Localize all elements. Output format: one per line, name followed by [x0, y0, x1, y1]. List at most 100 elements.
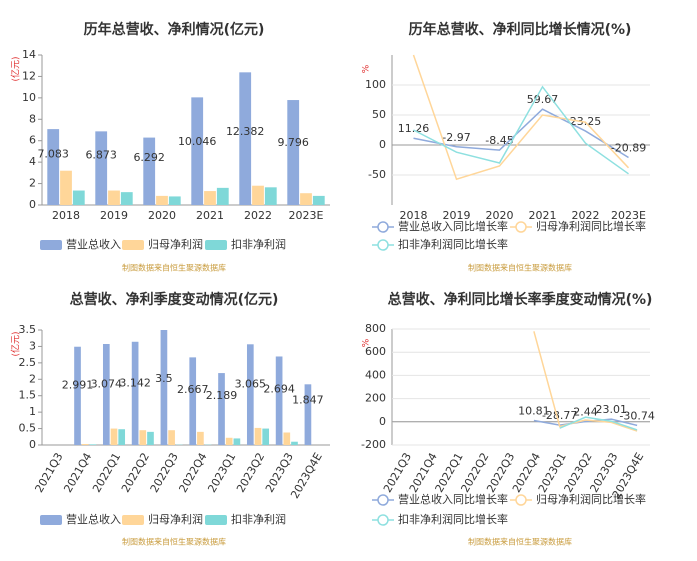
- bar: [189, 357, 197, 445]
- legend-label: 扣非净利润同比增长率: [398, 512, 508, 526]
- bar: [225, 437, 233, 445]
- bar: [197, 431, 204, 445]
- data-label: 3.5: [155, 372, 173, 385]
- data-label: 10.046: [178, 135, 217, 148]
- bar: [264, 187, 277, 205]
- x-tick-label: 2018: [400, 209, 428, 222]
- bar: [262, 428, 270, 445]
- y-tick-label: 800: [365, 322, 386, 335]
- bar: [291, 441, 298, 445]
- bar: [168, 196, 181, 205]
- bar: [246, 344, 254, 445]
- data-label: -20.89: [611, 142, 646, 155]
- y-tick-label: -50: [368, 168, 386, 181]
- bar: [300, 193, 312, 205]
- bar: [239, 72, 252, 205]
- legend-marker: [515, 221, 527, 233]
- legend-swatch: [122, 240, 144, 250]
- chart-title: 历年总营收、净利同比增长情况(%): [409, 21, 632, 38]
- y-tick-label: 50: [372, 108, 386, 121]
- legend-swatch: [205, 240, 227, 250]
- bar: [139, 430, 147, 445]
- data-label: 2.667: [177, 383, 209, 396]
- legend-label: 归母净利润同比增长率: [536, 492, 646, 506]
- data-label: 23.01: [596, 403, 628, 416]
- data-label: -2.97: [442, 131, 470, 144]
- bar: [156, 195, 168, 205]
- chart-title: 总营收、净利同比增长率季度变动情况(%): [388, 291, 653, 308]
- y-tick-label: 14: [22, 48, 36, 61]
- source-note: 制图数据来自恒生聚源数据库: [468, 537, 572, 547]
- bar: [120, 192, 133, 205]
- legend-swatch: [205, 515, 227, 525]
- x-tick-label: 2022: [572, 209, 600, 222]
- line: [412, 54, 630, 181]
- line: [413, 85, 629, 175]
- data-label: 7.083: [37, 148, 69, 161]
- bar: [60, 170, 72, 205]
- data-label: 3.074: [91, 378, 123, 391]
- bar: [233, 438, 241, 445]
- bar: [131, 341, 139, 445]
- data-label: 3.065: [235, 378, 267, 391]
- y-unit-label: (亿元): [10, 56, 22, 81]
- bar: [72, 190, 85, 205]
- legend-marker: [377, 239, 389, 251]
- x-tick-label: 2019: [443, 209, 471, 222]
- bar: [312, 195, 325, 205]
- bar: [89, 444, 97, 445]
- x-tick-label: 2022: [244, 209, 272, 222]
- bar: [216, 187, 229, 205]
- x-tick-label: 2023E: [289, 209, 324, 222]
- bar: [102, 343, 110, 445]
- y-tick-label: 1.5: [19, 389, 37, 402]
- bar: [191, 97, 204, 205]
- bar: [81, 444, 89, 445]
- x-tick-label: 2023E: [611, 209, 646, 222]
- data-label: 12.382: [226, 125, 265, 138]
- legend-label: 营业总收入: [66, 237, 121, 251]
- x-tick-label: 2020: [148, 209, 176, 222]
- bar: [283, 432, 291, 445]
- legend-label: 扣非净利润: [231, 237, 286, 251]
- y-unit-label: %: [362, 338, 372, 347]
- x-tick-label: 2021: [529, 209, 557, 222]
- x-tick-label: 2021: [196, 209, 224, 222]
- data-label: 11.26: [398, 122, 430, 135]
- data-label: 2.44: [573, 406, 598, 419]
- legend-marker: [515, 494, 527, 506]
- bar: [160, 330, 168, 445]
- legend-label: 营业总收入同比增长率: [398, 219, 508, 233]
- data-label: 9.796: [277, 136, 309, 149]
- legend-swatch: [40, 240, 62, 250]
- source-note: 制图数据来自恒生聚源数据库: [122, 263, 226, 273]
- data-label: 3.142: [119, 377, 151, 390]
- y-tick-label: 8: [29, 112, 36, 125]
- y-tick-label: 2.5: [19, 356, 37, 369]
- data-label: 1.847: [292, 394, 324, 407]
- y-tick-label: 200: [365, 392, 386, 405]
- y-tick-label: 0: [379, 138, 386, 151]
- data-label: 6.873: [85, 149, 117, 162]
- bar: [147, 431, 154, 445]
- y-tick-label: 100: [365, 78, 386, 91]
- bar: [275, 356, 283, 445]
- bar: [168, 430, 175, 445]
- x-tick-label: 2019: [100, 209, 128, 222]
- y-tick-label: 12: [22, 69, 36, 82]
- legend-marker: [377, 221, 389, 233]
- bar: [218, 373, 225, 445]
- legend-swatch: [122, 515, 144, 525]
- legend-label: 归母净利润: [148, 512, 203, 526]
- y-tick-label: 0: [379, 415, 386, 428]
- line: [533, 331, 638, 432]
- y-tick-label: 3: [29, 339, 36, 352]
- bar: [108, 190, 120, 205]
- y-tick-label: 0: [29, 438, 36, 451]
- data-label: 59.67: [527, 93, 559, 106]
- data-label: -30.74: [619, 409, 654, 422]
- y-tick-label: 2: [29, 177, 36, 190]
- bar: [287, 100, 300, 205]
- bar: [95, 131, 108, 205]
- y-tick-label: 400: [365, 368, 386, 381]
